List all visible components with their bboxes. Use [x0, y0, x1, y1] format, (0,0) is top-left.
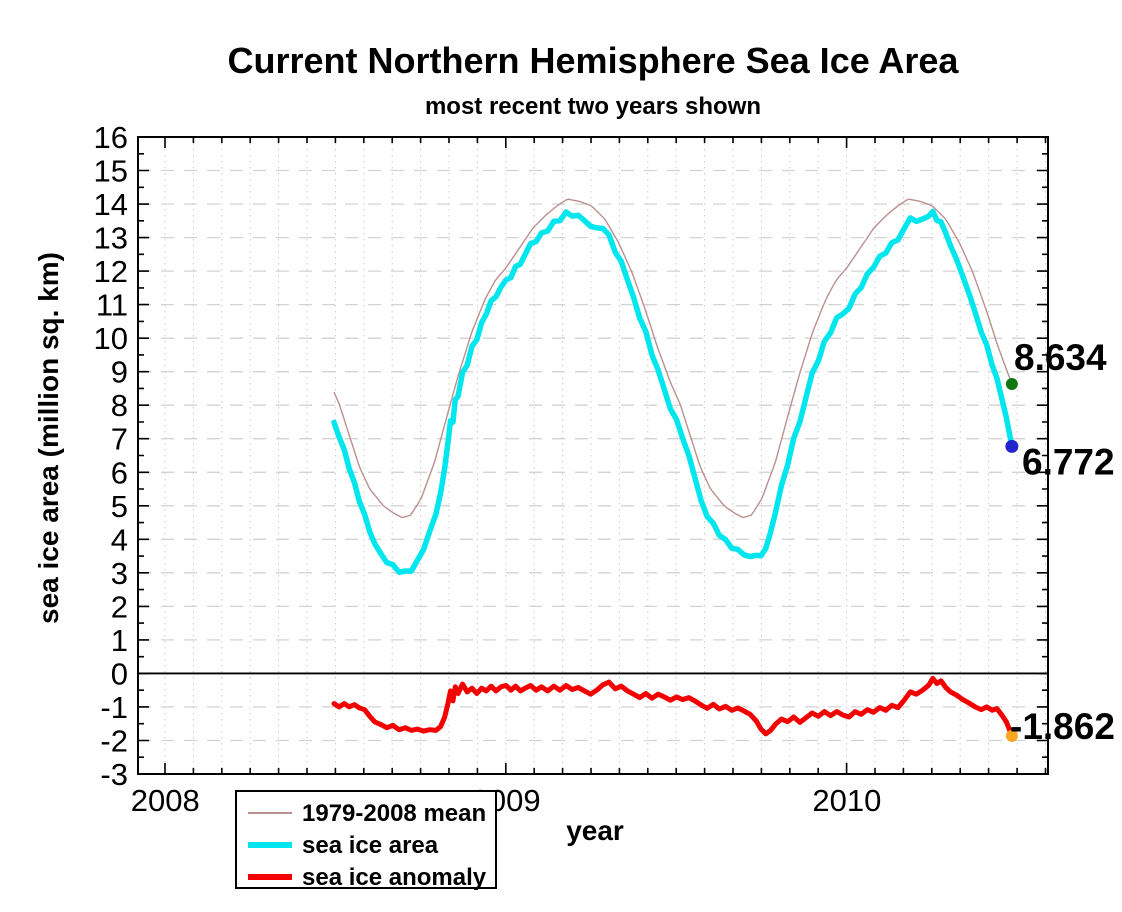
legend-box: [235, 790, 497, 889]
legend-label-area: sea ice area: [302, 832, 439, 859]
mean-value-label: 8.634: [1014, 337, 1107, 378]
y-tick-label: 3: [111, 556, 128, 591]
mean-line: [333, 198, 1013, 519]
y-tick-label: -2: [100, 723, 128, 758]
legend: 1979-2008 mean sea ice area sea ice anom…: [235, 790, 497, 891]
y-tick-label: 7: [111, 422, 128, 457]
y-tick-label: 13: [94, 221, 128, 256]
x-tick-label: 2010: [812, 783, 881, 818]
sea-ice-area-line: [331, 208, 1015, 576]
anomaly-line: [331, 675, 1015, 739]
x-tick-label: 2008: [131, 783, 200, 818]
y-axis-title: sea ice area (million sq. km): [33, 252, 64, 624]
chart-subtitle: most recent two years shown: [425, 93, 761, 120]
legend-label-mean: 1979-2008 mean: [302, 800, 486, 827]
axis-ticks: [138, 136, 1048, 775]
chart-title: Current Northern Hemisphere Sea Ice Area: [228, 40, 960, 81]
y-tick-label: 9: [111, 355, 128, 390]
y-tick-label: 11: [96, 288, 128, 323]
legend-label-anomaly: sea ice anomaly: [302, 864, 487, 891]
x-axis-title: year: [566, 815, 624, 846]
legend-item-mean: 1979-2008 mean: [248, 800, 486, 827]
y-tick-label: 8: [111, 388, 128, 423]
horizontal-gridlines: [138, 169, 1048, 742]
y-tick-label: -3: [100, 757, 128, 792]
plot-frame: [137, 136, 1049, 775]
y-tick-label: 5: [111, 489, 128, 524]
y-tick-label: 4: [111, 522, 128, 557]
y-tick-label: 2: [111, 589, 128, 624]
mean-end-marker: [1005, 377, 1018, 390]
y-tick-label: 14: [94, 187, 128, 222]
legend-item-area: sea ice area: [248, 832, 439, 859]
y-tick-label: 12: [94, 254, 128, 289]
y-tick-label: 0: [111, 656, 128, 691]
area-value-label: 6.772: [1022, 441, 1115, 482]
y-tick-label: 1: [111, 623, 128, 658]
legend-item-anomaly: sea ice anomaly: [248, 864, 487, 891]
anomaly-end-marker: [1005, 729, 1018, 742]
area-end-marker: [1005, 439, 1019, 453]
anomaly-value-label: -1.862: [1010, 706, 1115, 747]
y-tick-label: -1: [100, 690, 128, 725]
y-tick-label: 16: [94, 120, 128, 155]
y-tick-label: 10: [94, 321, 128, 356]
y-tick-label: 6: [111, 455, 128, 490]
y-tick-label: 15: [94, 154, 128, 189]
